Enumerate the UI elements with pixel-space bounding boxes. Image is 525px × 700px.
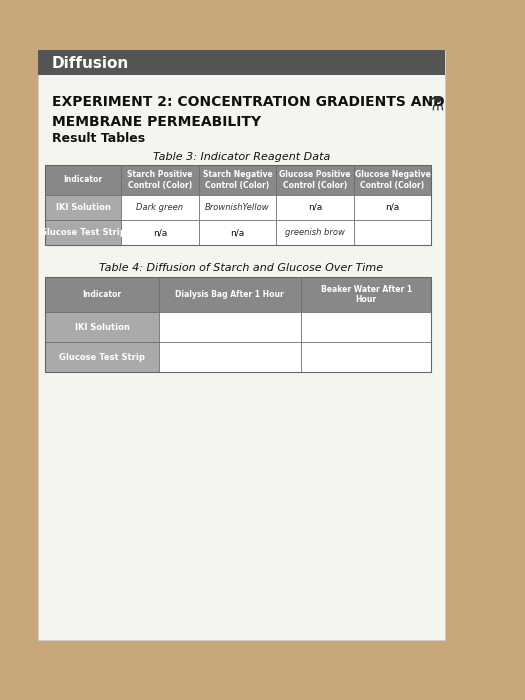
FancyBboxPatch shape	[198, 165, 276, 195]
Text: greenish brow: greenish brow	[285, 228, 345, 237]
FancyBboxPatch shape	[198, 195, 276, 220]
FancyBboxPatch shape	[45, 277, 159, 312]
FancyBboxPatch shape	[45, 165, 121, 195]
FancyBboxPatch shape	[159, 342, 301, 372]
Text: n/a: n/a	[385, 203, 400, 212]
Text: Starch Negative
Control (Color): Starch Negative Control (Color)	[203, 170, 272, 190]
FancyBboxPatch shape	[38, 50, 445, 640]
FancyBboxPatch shape	[354, 165, 432, 195]
Text: IKI Solution: IKI Solution	[75, 323, 130, 332]
FancyBboxPatch shape	[198, 220, 276, 245]
Text: EXPERIMENT 2: CONCENTRATION GRADIENTS AND
MEMBRANE PERMEABILITY: EXPERIMENT 2: CONCENTRATION GRADIENTS AN…	[52, 95, 445, 129]
FancyBboxPatch shape	[354, 220, 432, 245]
FancyBboxPatch shape	[121, 195, 198, 220]
FancyBboxPatch shape	[45, 195, 121, 220]
FancyBboxPatch shape	[354, 195, 432, 220]
Text: Glucose Negative
Control (Color): Glucose Negative Control (Color)	[355, 170, 430, 190]
FancyBboxPatch shape	[45, 312, 159, 342]
Text: Dialysis Bag After 1 Hour: Dialysis Bag After 1 Hour	[175, 290, 284, 299]
FancyBboxPatch shape	[45, 342, 159, 372]
Text: BrownishYellow: BrownishYellow	[205, 203, 270, 212]
Text: Indicator: Indicator	[82, 290, 122, 299]
Text: IKI Solution: IKI Solution	[56, 203, 111, 212]
FancyBboxPatch shape	[159, 277, 301, 312]
FancyBboxPatch shape	[38, 50, 445, 75]
Text: Table 3: Indicator Reagent Data: Table 3: Indicator Reagent Data	[153, 152, 330, 162]
Text: Glucose Test Strip: Glucose Test Strip	[59, 353, 145, 361]
Text: Beaker Water After 1
Hour: Beaker Water After 1 Hour	[321, 285, 412, 304]
FancyBboxPatch shape	[276, 195, 354, 220]
FancyBboxPatch shape	[45, 220, 121, 245]
Text: ⚗: ⚗	[426, 95, 444, 114]
Text: Dark green: Dark green	[136, 203, 183, 212]
Text: Starch Positive
Control (Color): Starch Positive Control (Color)	[127, 170, 193, 190]
FancyBboxPatch shape	[301, 342, 432, 372]
FancyBboxPatch shape	[276, 220, 354, 245]
FancyBboxPatch shape	[121, 220, 198, 245]
Text: Glucose Test Strip: Glucose Test Strip	[40, 228, 126, 237]
FancyBboxPatch shape	[121, 165, 198, 195]
Text: Result Tables: Result Tables	[52, 132, 145, 145]
Text: n/a: n/a	[308, 203, 322, 212]
FancyBboxPatch shape	[276, 165, 354, 195]
FancyBboxPatch shape	[159, 312, 301, 342]
Text: Table 4: Diffusion of Starch and Glucose Over Time: Table 4: Diffusion of Starch and Glucose…	[99, 263, 383, 273]
FancyBboxPatch shape	[301, 312, 432, 342]
Text: Indicator: Indicator	[64, 176, 103, 185]
Text: Glucose Positive
Control (Color): Glucose Positive Control (Color)	[279, 170, 351, 190]
Text: n/a: n/a	[153, 228, 167, 237]
FancyBboxPatch shape	[301, 277, 432, 312]
Text: n/a: n/a	[230, 228, 245, 237]
Text: Diffusion: Diffusion	[52, 55, 129, 71]
